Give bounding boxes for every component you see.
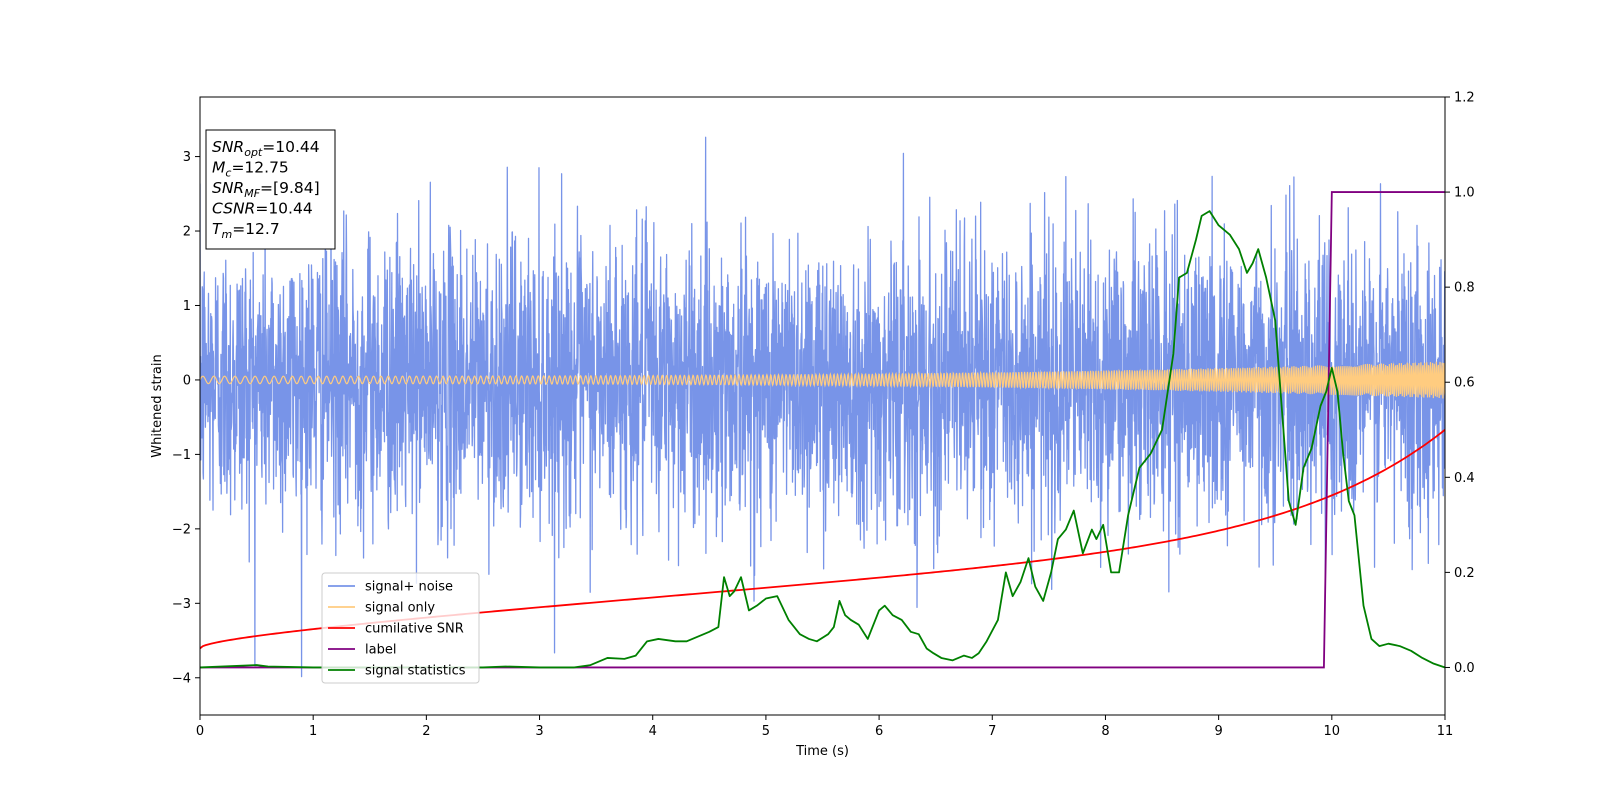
label-line (200, 191, 1445, 669)
y2-tick-label: 0.0 (1454, 661, 1475, 676)
info-symbol: SNR (212, 138, 244, 156)
x-axis-label: Time (s) (795, 744, 849, 759)
info-line: Mc=12.75 (212, 159, 289, 180)
x-tick-label: 9 (1214, 724, 1222, 739)
x-tick-label: 4 (649, 724, 657, 739)
info-subscript: opt (244, 146, 263, 159)
info-value: =12.75 (231, 159, 288, 177)
y-tick-label: 0 (183, 373, 191, 388)
y-tick-label: 3 (183, 150, 191, 165)
y2-tick-label: 0.8 (1454, 281, 1475, 296)
signal-statistics-line (200, 210, 1445, 669)
info-line: SNRopt=10.44 (212, 138, 320, 159)
x-tick-label: 11 (1437, 724, 1454, 739)
info-value: =10.44 (262, 138, 319, 156)
info-box-frame (205, 129, 336, 250)
info-value: =12.7 (232, 220, 280, 238)
y-tick-label: −1 (172, 448, 191, 463)
axes-group: 0 1 2 3 4 5 6 7 8 9 10 11 −4 −3 −2 −1 0 1 2 3 0.0 0.2 0.4 0.6 0.… (150, 91, 1475, 760)
info-symbol: T (212, 220, 223, 238)
y-axis-label: Whitened strain (150, 354, 165, 457)
info-symbol: CSNR (212, 200, 255, 218)
parameter-annotation-box: SNRopt=10.44Mc=12.75SNRMF=[9.84]CSNR=10.… (205, 129, 336, 250)
legend: signal+ noise signal only cumilative SNR la… (321, 572, 480, 684)
x-tick-label: 3 (535, 724, 543, 739)
info-symbol: SNR (212, 179, 244, 197)
y-tick-label: 2 (183, 225, 191, 240)
info-line: SNRMF=[9.84] (212, 179, 320, 200)
legend-label: signal only (365, 601, 435, 616)
x-tick-label: 1 (309, 724, 317, 739)
x-tick-label: 10 (1324, 724, 1341, 739)
x-tick-label: 0 (196, 724, 204, 739)
y-tick-label: −4 (172, 671, 191, 686)
y2-tick-label: 1.2 (1454, 91, 1475, 106)
legend-frame (321, 572, 480, 684)
info-subscript: m (221, 228, 232, 241)
info-subscript: MF (244, 187, 260, 200)
y-tick-label: −2 (172, 522, 191, 537)
y2-tick-label: 0.4 (1454, 471, 1475, 486)
y-tick-label: 1 (183, 299, 191, 314)
signal-only-line (200, 361, 1445, 399)
info-line: Tm=12.7 (212, 220, 280, 241)
legend-label: signal statistics (365, 664, 466, 679)
info-symbol: M (212, 159, 225, 177)
x-tick-label: 6 (875, 724, 883, 739)
x-tick-label: 8 (1101, 724, 1109, 739)
y2-tick-label: 1.0 (1454, 186, 1475, 201)
x-tick-label: 5 (762, 724, 770, 739)
info-value: =10.44 (255, 200, 312, 218)
legend-label: signal+ noise (365, 580, 453, 595)
info-value: =[9.84] (260, 179, 320, 197)
y2-tick-label: 0.6 (1454, 376, 1475, 391)
plot-frame (199, 96, 1446, 716)
info-subscript: c (225, 167, 231, 180)
y2-tick-label: 0.2 (1454, 566, 1475, 581)
info-line: CSNR=10.44 (212, 200, 313, 218)
y-tick-label: −3 (172, 597, 191, 612)
signal-only-series (200, 361, 1445, 399)
x-tick-label: 7 (988, 724, 996, 739)
x-tick-label: 2 (422, 724, 430, 739)
legend-label: cumilative SNR (365, 622, 464, 637)
legend-label: label (365, 643, 396, 658)
